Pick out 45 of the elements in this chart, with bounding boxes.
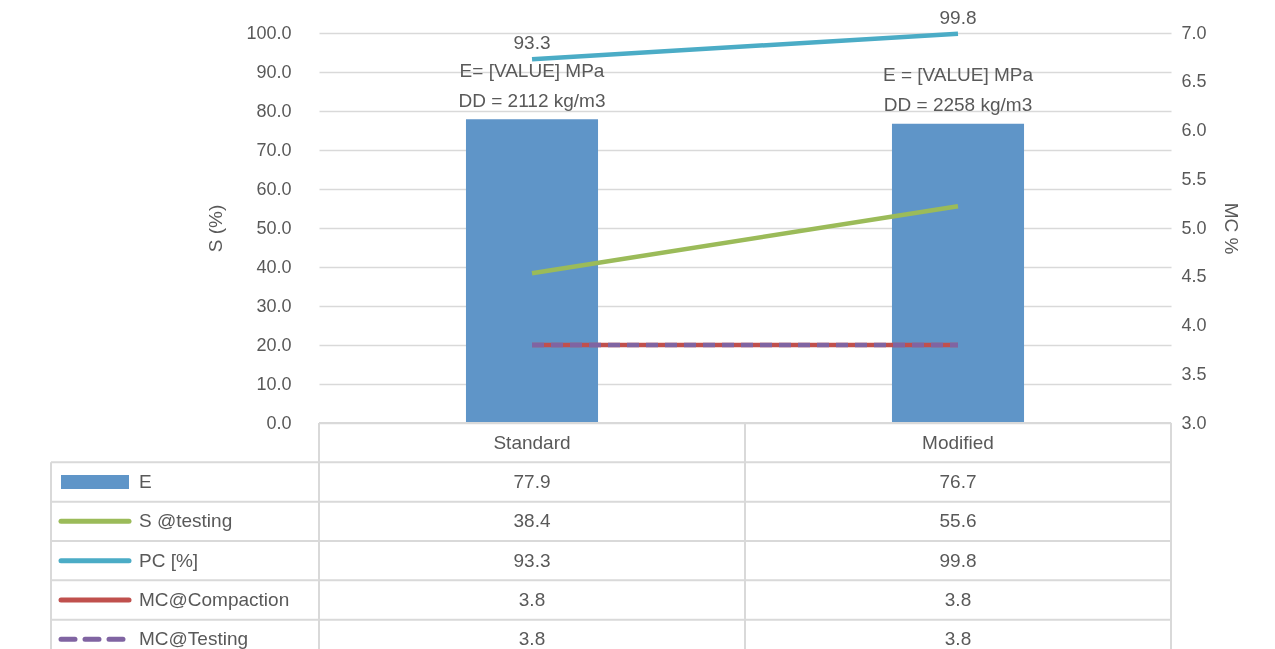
data-label: 77.9	[513, 471, 551, 492]
y2-tick-label: 4.5	[1181, 266, 1207, 287]
y-tick-label: 40.0	[256, 256, 292, 277]
y2-tick-label: 6.5	[1181, 71, 1207, 92]
y2-tick-label: 6.0	[1181, 120, 1207, 140]
y-axis-title: S (%)	[205, 204, 227, 253]
data-label: 99.8	[939, 549, 977, 571]
legend-label: S @testing	[139, 510, 233, 532]
data-label: 38.4	[513, 510, 551, 532]
y2-tick-label: 3.5	[1181, 363, 1207, 384]
y-tick-label: 60.0	[256, 178, 292, 199]
legend-label: PC [%]	[139, 549, 199, 571]
x-tick-label: Standard	[493, 431, 571, 453]
legend-label: E	[139, 471, 152, 492]
annotation: DD = 2112 kg/m3	[458, 90, 606, 111]
annotation: E= [VALUE] MPa	[459, 60, 605, 81]
data-label: 3.8	[944, 589, 972, 610]
data-label: 55.6	[939, 510, 977, 532]
legend-label: MC@Compaction	[139, 589, 290, 610]
y2-tick-label: 4.0	[1181, 315, 1207, 335]
annotation: 93.3	[513, 32, 551, 54]
data-label: 3.8	[944, 628, 972, 649]
y2-tick-label: 7.0	[1181, 22, 1207, 43]
annotation: E = [VALUE] MPa	[882, 64, 1034, 85]
annotation: 99.8	[939, 6, 977, 28]
y-tick-label: 100.0	[246, 22, 292, 43]
y-tick-label: 70.0	[256, 139, 292, 160]
x-tick-label: Modified	[922, 431, 994, 453]
annotation: DD = 2258 kg/m3	[883, 94, 1033, 115]
y2-axis-title: MC %	[1220, 202, 1242, 255]
y-tick-label: 50.0	[256, 217, 292, 238]
y-tick-label: 80.0	[256, 100, 292, 121]
y-tick-label: 20.0	[256, 334, 292, 355]
y2-tick-label: 5.0	[1181, 217, 1207, 238]
data-label: 3.8	[518, 589, 546, 610]
y-tick-label: 30.0	[256, 295, 292, 316]
y2-tick-label: 3.0	[1181, 412, 1207, 433]
y-tick-label: 90.0	[256, 61, 292, 82]
data-label: 76.7	[939, 471, 977, 492]
data-label: 3.8	[518, 628, 546, 649]
y-tick-label: 0.0	[266, 412, 292, 433]
y2-tick-label: 5.5	[1181, 168, 1207, 189]
data-label: 93.3	[513, 549, 551, 571]
legend-label: MC@Testing	[139, 628, 249, 649]
y-tick-label: 10.0	[256, 373, 292, 394]
